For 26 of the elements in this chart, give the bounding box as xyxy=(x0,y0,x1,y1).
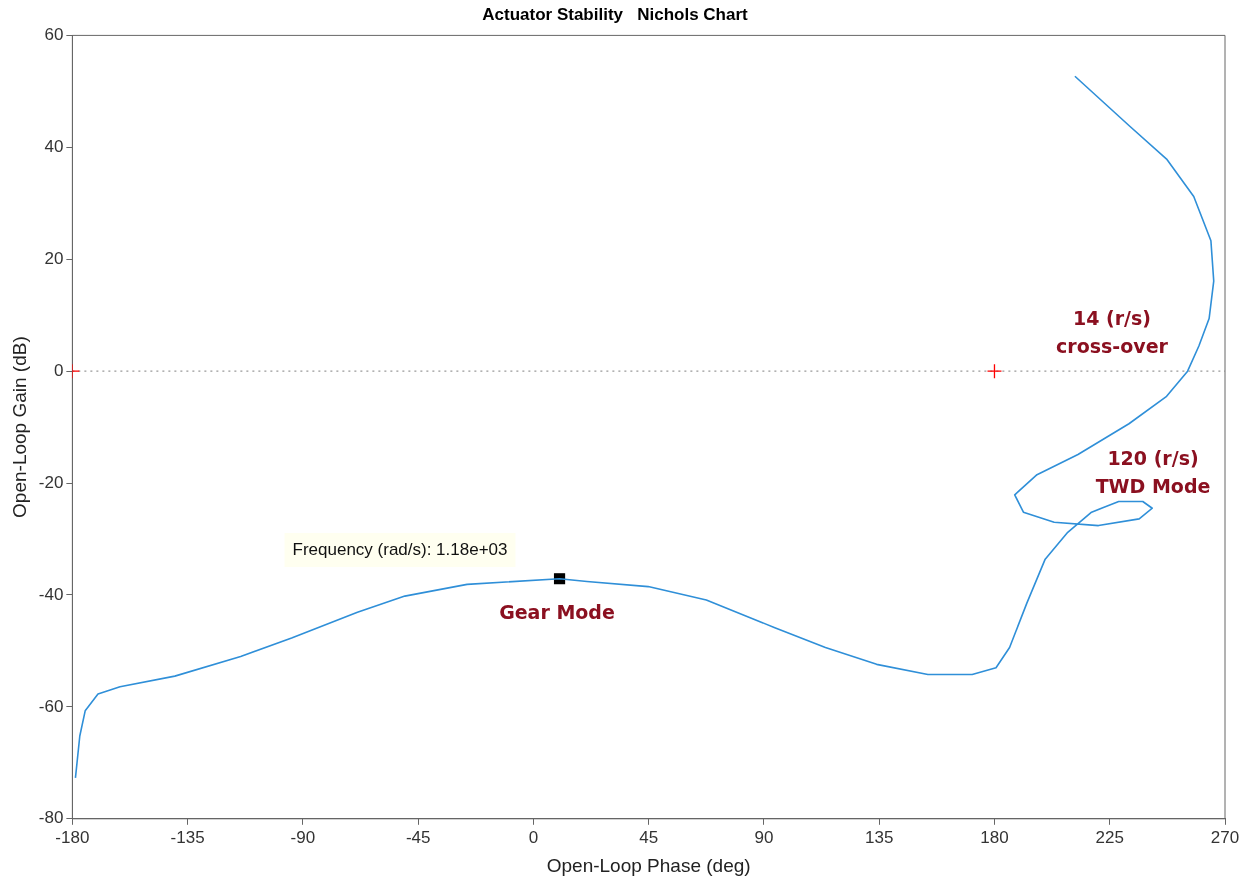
y-tick-label: -40 xyxy=(38,584,64,604)
x-tick-label: 270 xyxy=(1210,827,1240,847)
y-tick-label: 60 xyxy=(44,25,64,45)
annotation: Frequency (rad/s): 1.18e+03 xyxy=(292,539,508,559)
y-tick-label: -20 xyxy=(38,472,64,492)
annotation: 14 (r/s) cross-over xyxy=(1056,306,1169,357)
y-tick-label: 40 xyxy=(44,137,64,156)
x-tick-label: 90 xyxy=(754,827,774,847)
x-tick-label: -90 xyxy=(290,827,316,847)
y-tick-label: -60 xyxy=(38,696,64,716)
x-axis-title: Open-Loop Phase (deg) xyxy=(546,854,751,876)
x-tick-label: -45 xyxy=(405,827,431,847)
x-tick-label: 180 xyxy=(980,827,1009,847)
y-tick-label: 0 xyxy=(53,360,64,380)
annotation: Gear Mode xyxy=(499,600,615,623)
y-tick-label: 20 xyxy=(44,248,64,268)
x-tick-label: -180 xyxy=(55,827,90,847)
x-tick-label: 135 xyxy=(865,827,894,847)
x-tick-label: 225 xyxy=(1095,827,1124,847)
annotation: 120 (r/s) TWD Mode xyxy=(1095,446,1211,497)
x-tick-label: 45 xyxy=(639,827,659,847)
chart-title: Actuator Stability Nichols Chart xyxy=(482,4,749,24)
y-tick-label: -80 xyxy=(38,808,64,828)
x-tick-label: 0 xyxy=(528,827,539,847)
x-tick-label: -135 xyxy=(170,827,205,847)
y-axis-title: Open-Loop Gain (dB) xyxy=(8,336,30,518)
